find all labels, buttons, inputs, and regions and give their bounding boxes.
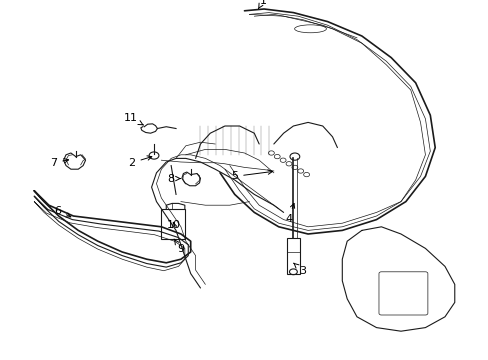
- Text: 1: 1: [258, 0, 266, 9]
- Text: 7: 7: [50, 158, 68, 168]
- Text: 8: 8: [167, 174, 180, 184]
- Bar: [286, 238, 299, 274]
- Text: 5: 5: [231, 170, 272, 181]
- Text: 10: 10: [167, 220, 181, 230]
- Text: 2: 2: [128, 156, 151, 168]
- Bar: [161, 209, 184, 239]
- Text: 11: 11: [124, 113, 143, 125]
- Text: 6: 6: [54, 206, 71, 217]
- Text: 4: 4: [285, 203, 294, 224]
- Text: 9: 9: [174, 239, 184, 254]
- Text: 3: 3: [293, 263, 305, 276]
